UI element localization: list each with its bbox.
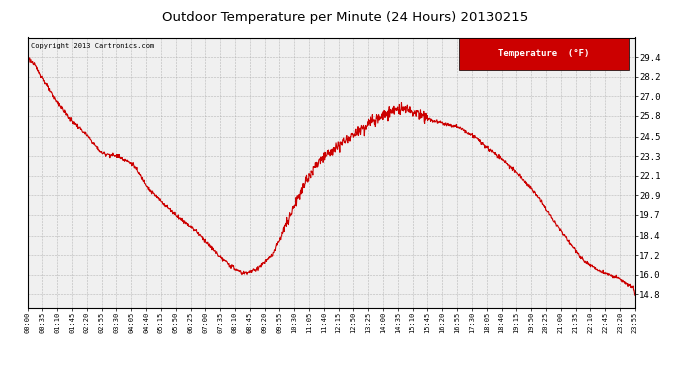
Text: Copyright 2013 Cartronics.com: Copyright 2013 Cartronics.com <box>30 43 154 49</box>
FancyBboxPatch shape <box>459 38 629 70</box>
Text: Outdoor Temperature per Minute (24 Hours) 20130215: Outdoor Temperature per Minute (24 Hours… <box>162 11 528 24</box>
Text: Temperature  (°F): Temperature (°F) <box>498 49 589 58</box>
